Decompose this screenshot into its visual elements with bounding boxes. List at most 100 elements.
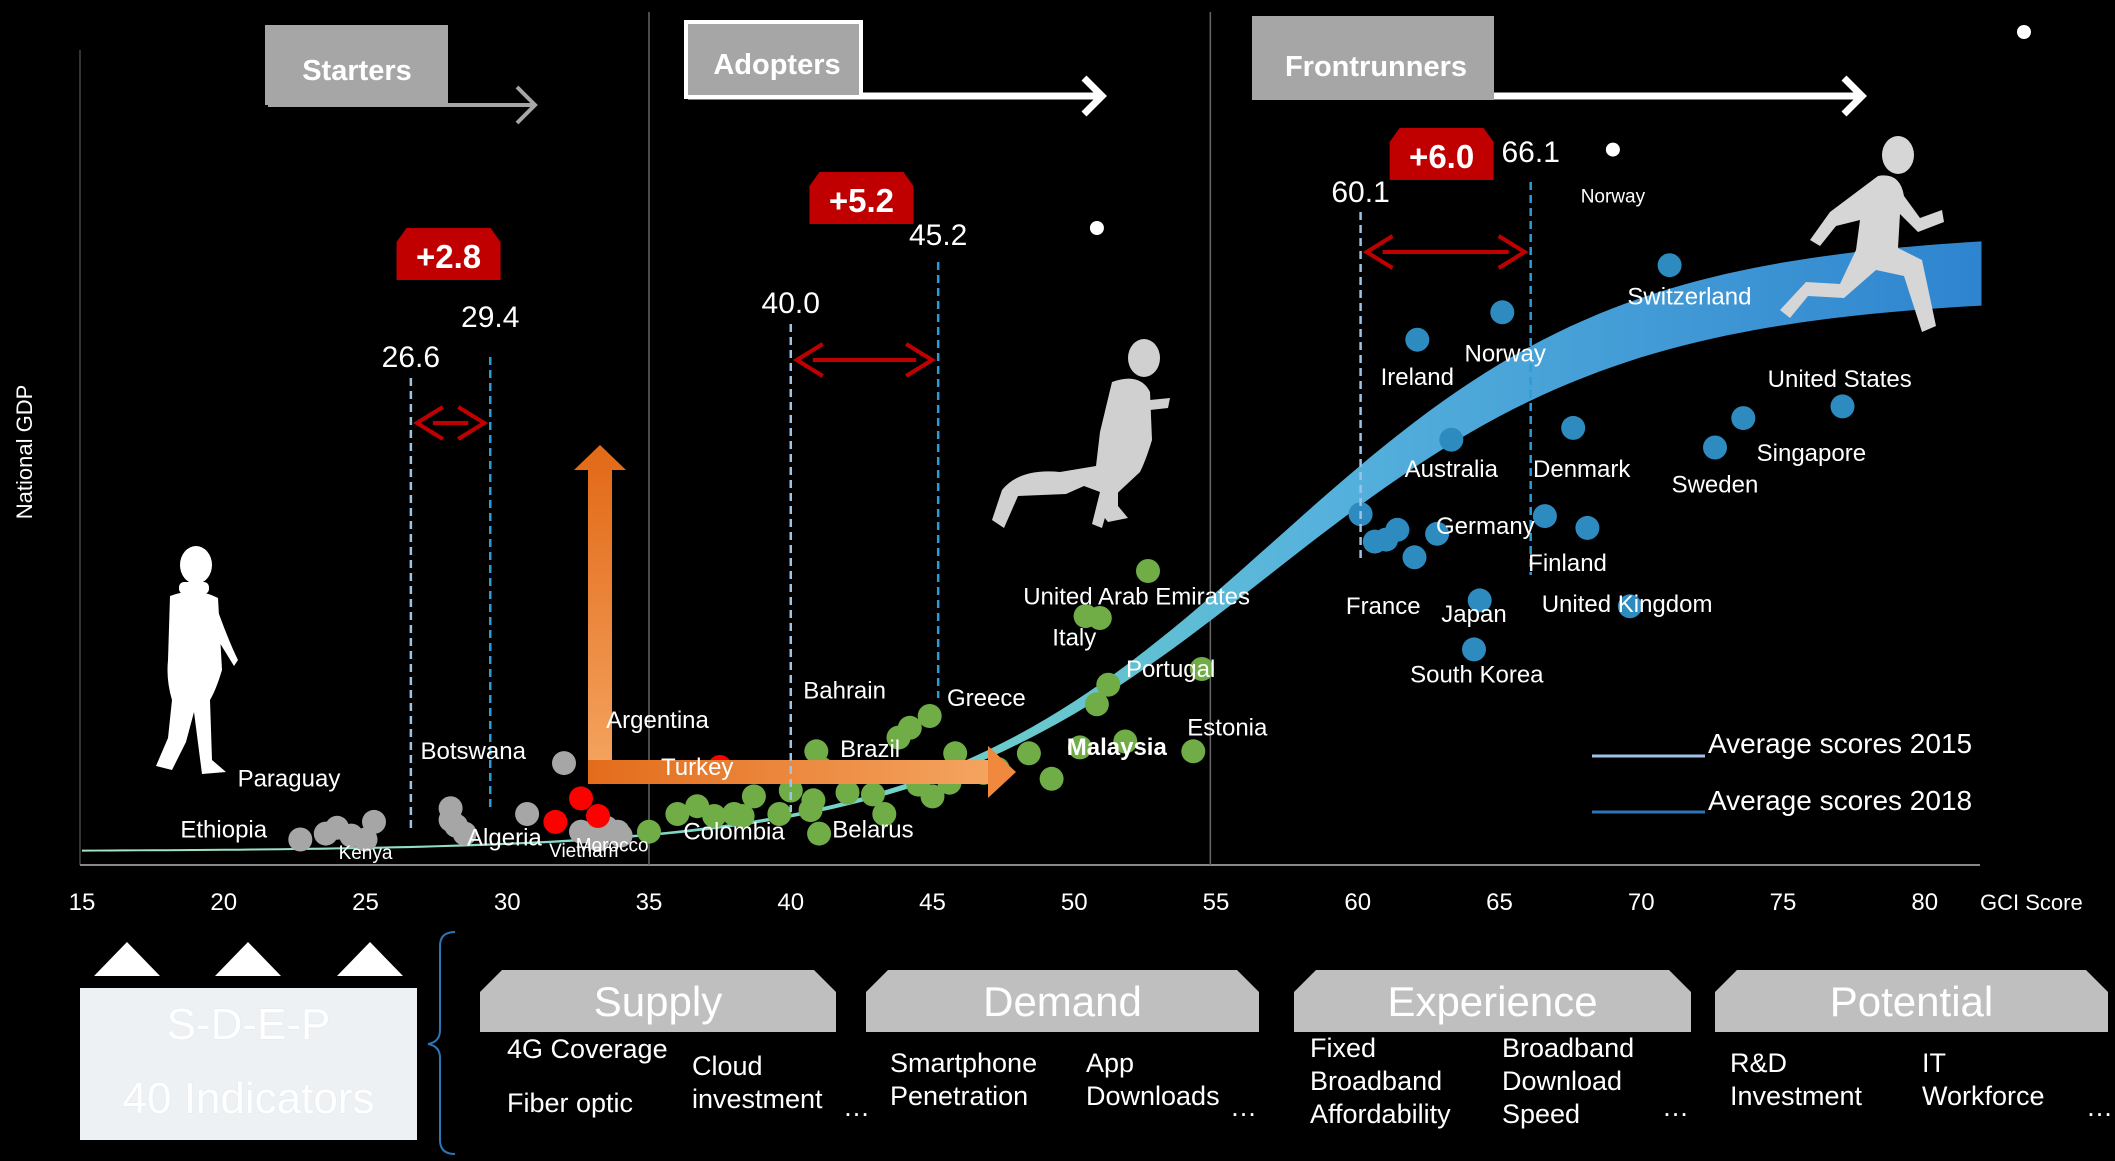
country-labels: Ethiopia Kenya Paraguay Botswana Algeria Viet… bbox=[180, 187, 1911, 865]
indicator-label: Cloud investment bbox=[692, 1051, 823, 1114]
dot-adopters-3 bbox=[702, 804, 727, 828]
country-label-algeria-4: Algeria bbox=[467, 824, 542, 851]
dot-adopters-7 bbox=[767, 802, 792, 826]
country-label-paraguay-2: Paraguay bbox=[238, 766, 341, 793]
dot-adopters-16 bbox=[872, 802, 897, 826]
stage-header-box-2 bbox=[684, 20, 863, 99]
country-label-turkey-8: Turkey bbox=[661, 754, 733, 781]
jogging-person-icon bbox=[992, 339, 1170, 528]
country-label-belarus-13: Belarus bbox=[832, 817, 913, 844]
dot-adopters-34 bbox=[1136, 559, 1160, 583]
sprinting-person-icon bbox=[1780, 136, 1944, 332]
dot-adopters-8 bbox=[778, 778, 803, 803]
stage-header-box-1 bbox=[265, 25, 448, 105]
country-dots bbox=[288, 25, 2031, 852]
indicator-label: App Downloads bbox=[1086, 1048, 1220, 1111]
country-label-switzerland-30: Switzerland bbox=[1627, 283, 1751, 310]
dot-adopters-6 bbox=[730, 804, 755, 828]
dot-adopters-14 bbox=[835, 780, 860, 805]
x-tick-50: 50 bbox=[1061, 889, 1088, 916]
country-label-japan-20: Japan bbox=[1441, 601, 1506, 628]
stage-dividers bbox=[648, 12, 1212, 865]
dot-frontrunners-6 bbox=[1425, 521, 1450, 546]
country-label-greece-11: Greece bbox=[947, 685, 1026, 712]
change-badge-value-2: +5.2 bbox=[829, 182, 894, 219]
average-markers: 26.6 29.4 +2.8 40.0 45.2 +5.2 60.1 66.1 +6.0 bbox=[382, 128, 1560, 830]
dot-adopters-27 bbox=[1039, 766, 1064, 791]
change-arrow-right-2 bbox=[905, 342, 936, 378]
change-badge-1 bbox=[396, 228, 501, 280]
orange-horizontal-arrow-shaft bbox=[588, 760, 988, 784]
dot-adopters-32 bbox=[1096, 672, 1121, 697]
triangle-marker-3 bbox=[337, 942, 403, 976]
x-tick-30: 30 bbox=[494, 889, 521, 916]
y-axis-label: National GDP bbox=[12, 385, 37, 520]
indicator-label: Fiber optic bbox=[507, 1088, 634, 1118]
dot-adopters-1 bbox=[665, 802, 690, 826]
country-label-france-19: France bbox=[1346, 593, 1421, 620]
country-label-singapore-32: Singapore bbox=[1757, 440, 1866, 467]
dot-adopters-18 bbox=[897, 715, 922, 740]
white-marker-0 bbox=[1089, 221, 1104, 235]
triangle-marker-1 bbox=[94, 942, 160, 976]
stage-headers: Starters Adopters Frontrunners bbox=[265, 16, 1867, 125]
avg-2018-value-3: 66.1 bbox=[1501, 136, 1559, 169]
indicator-label: Fixed Broadband Affordability bbox=[1310, 1033, 1451, 1129]
dot-frontrunners-5 bbox=[1405, 327, 1430, 352]
x-tick-75: 75 bbox=[1770, 889, 1797, 916]
change-badge-value-3: +6.0 bbox=[1409, 138, 1474, 175]
country-label-colombia-9: Colombia bbox=[683, 819, 785, 846]
pillar-demand: Demand bbox=[866, 970, 1259, 1032]
country-label-norway-26: Norway bbox=[1581, 187, 1646, 208]
dot-adopters-5 bbox=[741, 784, 766, 809]
dot-starters-10 bbox=[515, 802, 540, 826]
walking-person-icon bbox=[156, 546, 238, 774]
indicator-label: Broadband Download Speed bbox=[1502, 1033, 1635, 1129]
stage-arrow-head-3 bbox=[1841, 75, 1867, 117]
dot-frontrunners-16 bbox=[1703, 435, 1727, 460]
change-arrow-left-3 bbox=[1362, 234, 1394, 270]
dot-frontrunners-3 bbox=[1385, 517, 1410, 542]
country-label-australia-23: Australia bbox=[1405, 456, 1499, 483]
country-label-malaysia-14: Malaysia bbox=[1067, 734, 1168, 761]
dot-starters-9 bbox=[452, 821, 477, 846]
stage-label-3: Frontrunners bbox=[1285, 51, 1467, 83]
pillar-title: Potential bbox=[1829, 978, 1994, 1025]
dot-adopters-10 bbox=[801, 788, 826, 813]
country-label-portugal-16: Portugal bbox=[1126, 656, 1215, 683]
dot-frontrunners-12 bbox=[1561, 415, 1586, 440]
dot-adopters-33 bbox=[1113, 729, 1138, 754]
country-label-norway-25: Norway bbox=[1464, 340, 1545, 367]
country-label-denmark-28: Denmark bbox=[1533, 456, 1631, 483]
orange-horizontal-arrow-head bbox=[988, 746, 1016, 798]
avg-2018-value-1: 29.4 bbox=[461, 301, 519, 334]
dot-adopters-0 bbox=[637, 819, 661, 844]
dot-starters-5 bbox=[362, 809, 386, 834]
change-badge-value-1: +2.8 bbox=[416, 238, 481, 275]
country-label-botswana-3: Botswana bbox=[421, 738, 527, 765]
avg-2015-value-3: 60.1 bbox=[1331, 176, 1389, 209]
indicator-label: Smartphone Penetration bbox=[890, 1048, 1038, 1111]
dot-frontrunners-10 bbox=[1490, 300, 1515, 325]
country-label-south-korea-21: South Korea bbox=[1410, 662, 1544, 689]
dot-adopters-28 bbox=[1067, 735, 1092, 760]
pillar-title: Supply bbox=[593, 978, 723, 1025]
country-label-brazil-12: Brazil bbox=[840, 736, 900, 763]
x-tick-40: 40 bbox=[777, 889, 804, 916]
country-label-united-kingdom-29: United Kingdom bbox=[1542, 591, 1713, 618]
change-arrow-right-3 bbox=[1497, 234, 1529, 270]
x-tick-60: 60 bbox=[1344, 889, 1371, 916]
dot-starters-11 bbox=[552, 751, 576, 776]
stage-header-box-3 bbox=[1252, 16, 1494, 100]
sdep-title: S-D-E-P bbox=[166, 1000, 331, 1049]
stage-label-2: Adopters bbox=[713, 49, 840, 81]
country-label-kenya-1: Kenya bbox=[339, 843, 393, 864]
legend-label-2015: Average scores 2015 bbox=[1708, 728, 1972, 759]
country-label-ethiopia-0: Ethiopia bbox=[180, 817, 267, 844]
indicator-ellipsis: … bbox=[1230, 1092, 1257, 1122]
indicator-ellipsis: … bbox=[843, 1092, 870, 1122]
x-tick-70: 70 bbox=[1628, 889, 1655, 916]
stage-arrow-head-2 bbox=[1081, 75, 1107, 117]
orange-vertical-arrow-shaft bbox=[588, 470, 612, 772]
